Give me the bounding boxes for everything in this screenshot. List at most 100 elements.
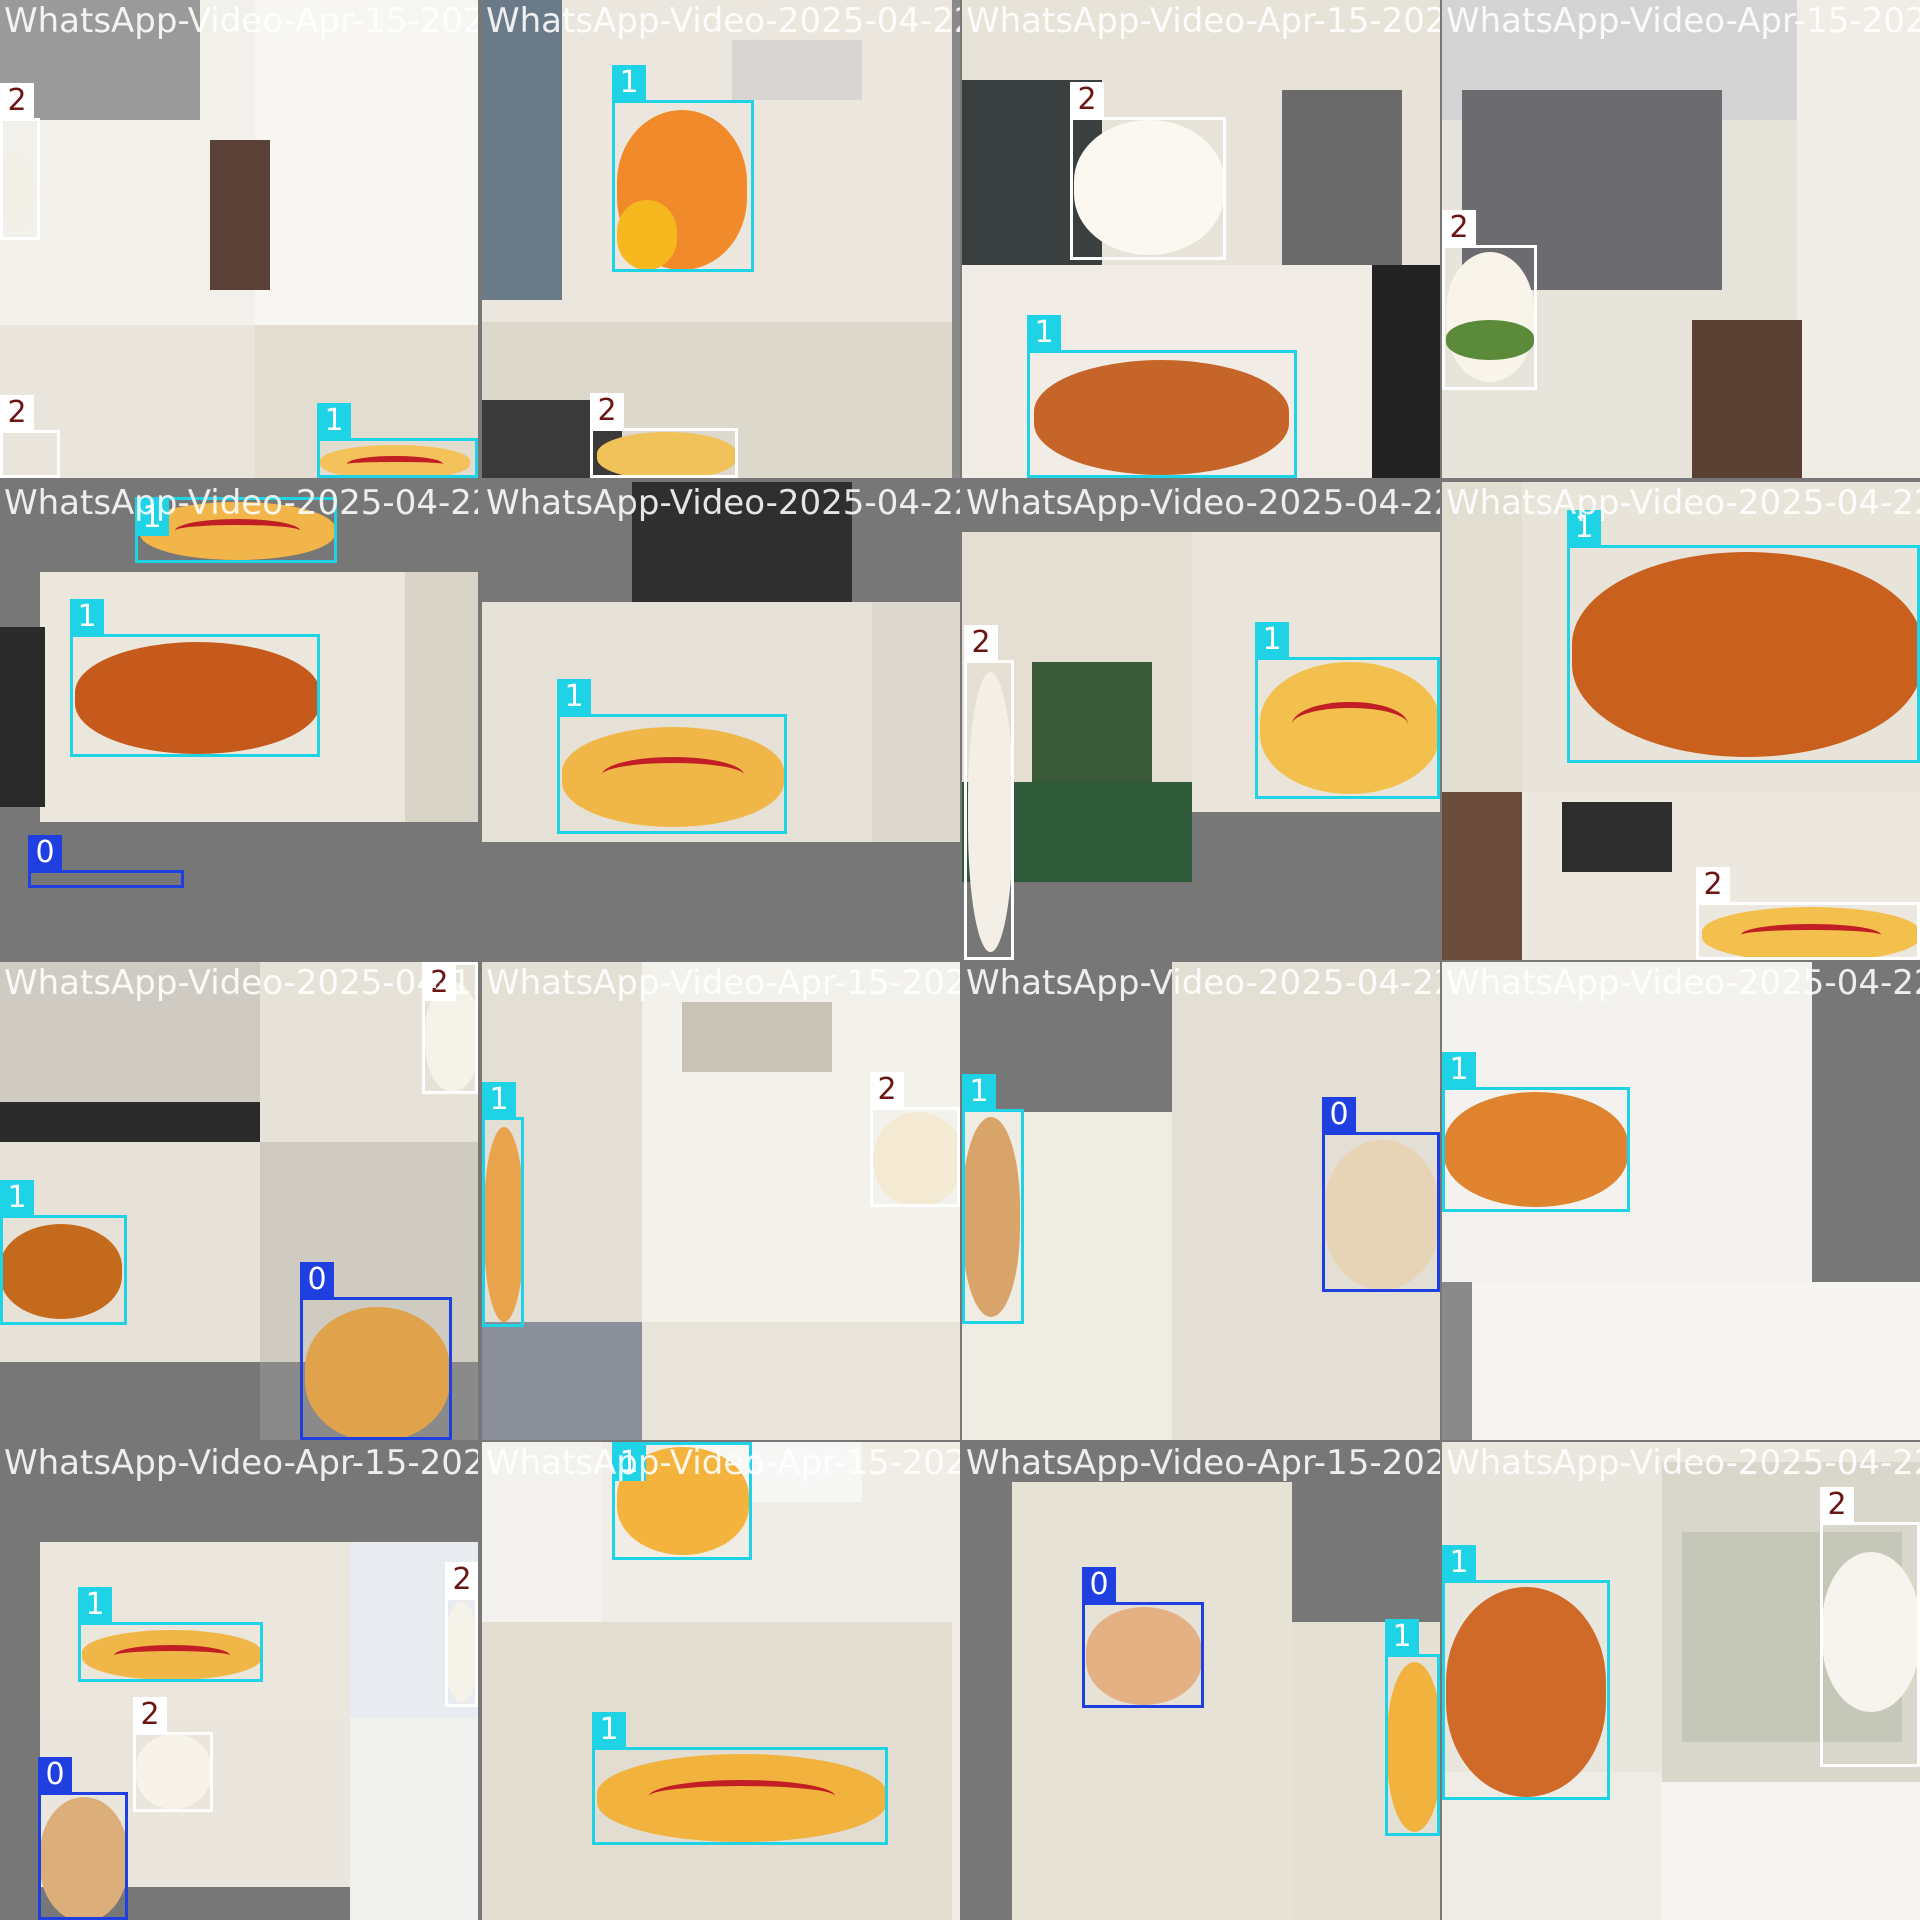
bounding-box-class-2: 2 [1820, 1487, 1920, 1767]
class-label: 2 [133, 1697, 167, 1733]
image-patch [0, 1362, 260, 1440]
mosaic-tile: WhatsApp-Video-2025-04-22-at-1-08-01-PM1 [482, 482, 960, 960]
bounding-box-class-2: 2 [590, 393, 738, 478]
class-label: 2 [0, 395, 34, 431]
plush-toy [75, 642, 320, 754]
image-patch [642, 1322, 960, 1440]
mosaic-tile: WhatsApp-Video-2025-04-22-at-1-00-112 [482, 0, 960, 478]
bounding-box-class-1: 1 [1567, 510, 1920, 763]
class-label: 1 [317, 403, 351, 439]
mosaic-tile: WhatsApp-Video-Apr-15-2025-at-4-00-1221 [0, 0, 478, 478]
bounding-box-class-2: 2 [133, 1697, 213, 1812]
image-patch [682, 1002, 832, 1072]
mosaic-tile: WhatsApp-Video-2025-04-15-at-4-12-40-pm2… [0, 962, 478, 1440]
plush-toy [1444, 1092, 1628, 1207]
image-patch [482, 1442, 602, 1622]
bounding-box-class-0: 0 [1082, 1567, 1204, 1708]
plush-toy [962, 1117, 1020, 1317]
class-label: 1 [1442, 1052, 1476, 1088]
class-label: 2 [1070, 82, 1104, 118]
image-patch [1692, 320, 1802, 478]
plush-toy [1387, 1662, 1440, 1832]
image-patch [1442, 792, 1522, 960]
bounding-box-class-0: 0 [1322, 1097, 1440, 1292]
image-patch [632, 482, 852, 602]
ketchup-squiggle [649, 1780, 835, 1812]
image-patch [1442, 1282, 1472, 1440]
plush-toy [1446, 320, 1534, 360]
ketchup-squiggle [347, 455, 443, 473]
bounding-box-class-2: 2 [445, 1562, 478, 1707]
plush-toy [40, 1797, 128, 1920]
image-patch [1662, 1782, 1920, 1920]
image-patch [1032, 662, 1152, 782]
bounding-box-class-2: 2 [964, 625, 1014, 960]
class-label: 1 [592, 1712, 626, 1748]
plush-toy [1086, 1607, 1202, 1705]
class-label: 1 [78, 1587, 112, 1623]
image-patch [872, 602, 960, 842]
class-label: 1 [1027, 315, 1061, 351]
image-patch [482, 1322, 642, 1440]
image-patch [40, 1542, 350, 1717]
plush-toy [484, 1127, 524, 1322]
plush-toy [597, 1754, 887, 1842]
ketchup-squiggle [114, 1645, 230, 1666]
class-label: 2 [1696, 867, 1730, 903]
mosaic-tile: WhatsApp-Video-2025-04-22-at-4-00-110 [962, 962, 1440, 1440]
image-patch [1797, 0, 1920, 478]
plush-toy [874, 1112, 960, 1207]
class-label: 2 [590, 393, 624, 429]
bounding-box-class-1: 1 [1027, 315, 1297, 478]
class-label: 1 [70, 599, 104, 635]
plush-toy [968, 672, 1013, 952]
plush-toy [320, 445, 470, 478]
image-patch [1282, 90, 1402, 265]
ketchup-squiggle [175, 519, 300, 542]
plush-toy [82, 1630, 262, 1680]
mosaic-tile: WhatsApp-Video-Apr-15-2025-at-4-00-112 [482, 962, 960, 1440]
bounding-box-class-2: 2 [0, 395, 60, 478]
bounding-box-class-1: 1 [70, 599, 320, 757]
bounding-box-class-2: 2 [1070, 82, 1226, 260]
mosaic-tile: WhatsApp-Video-2025-04-22-at-1-08-01-PM1… [1442, 482, 1920, 960]
plush-toy [617, 200, 677, 270]
bounding-box-class-1: 1 [135, 497, 337, 563]
bounding-box-class-1: 1 [962, 1074, 1024, 1324]
bounding-box-class-1: 1 [317, 403, 478, 478]
image-patch [350, 1717, 478, 1920]
image-patch [255, 0, 478, 325]
class-label: 1 [135, 500, 169, 536]
bounding-box-class-1: 1 [1255, 622, 1440, 799]
class-label: 0 [1082, 1567, 1116, 1603]
bounding-box-class-2: 2 [0, 83, 40, 240]
plush-toy [1034, 360, 1289, 475]
plush-toy [562, 727, 784, 827]
class-label: 0 [300, 1262, 334, 1298]
mosaic-tile: WhatsApp-Video-2025-04-22-at-4-00-112 [1442, 1442, 1920, 1920]
plush-toy [1074, 120, 1224, 255]
plush-toy [1446, 252, 1534, 382]
bounding-box-class-1: 1 [482, 1082, 524, 1327]
plush-toy [1260, 662, 1440, 794]
bounding-box-class-2: 2 [1442, 210, 1537, 390]
class-label: 2 [1820, 1487, 1854, 1523]
bounding-box-class-1: 1 [78, 1587, 263, 1682]
plush-toy [1822, 1552, 1920, 1712]
class-label: 1 [1442, 1545, 1476, 1581]
plush-toy [1702, 907, 1920, 960]
image-patch [0, 627, 45, 807]
image-patch [1472, 1282, 1920, 1440]
class-label: 0 [38, 1757, 72, 1793]
plush-toy [1324, 1140, 1440, 1290]
image-patch [405, 572, 478, 822]
plush-toy [597, 432, 737, 478]
bounding-box-class-1: 1 [612, 1442, 752, 1560]
image-patch [962, 962, 1172, 1112]
mosaic-tile: WhatsApp-Video-Apr-15-2025-at-4-00-121 [962, 0, 1440, 478]
bounding-box-class-1: 1 [612, 65, 754, 272]
mosaic-tile: WhatsApp-Video-Apr-15-2025-at-4-00-12 [1442, 0, 1920, 478]
class-label: 2 [964, 625, 998, 661]
class-label: 1 [482, 1082, 516, 1118]
